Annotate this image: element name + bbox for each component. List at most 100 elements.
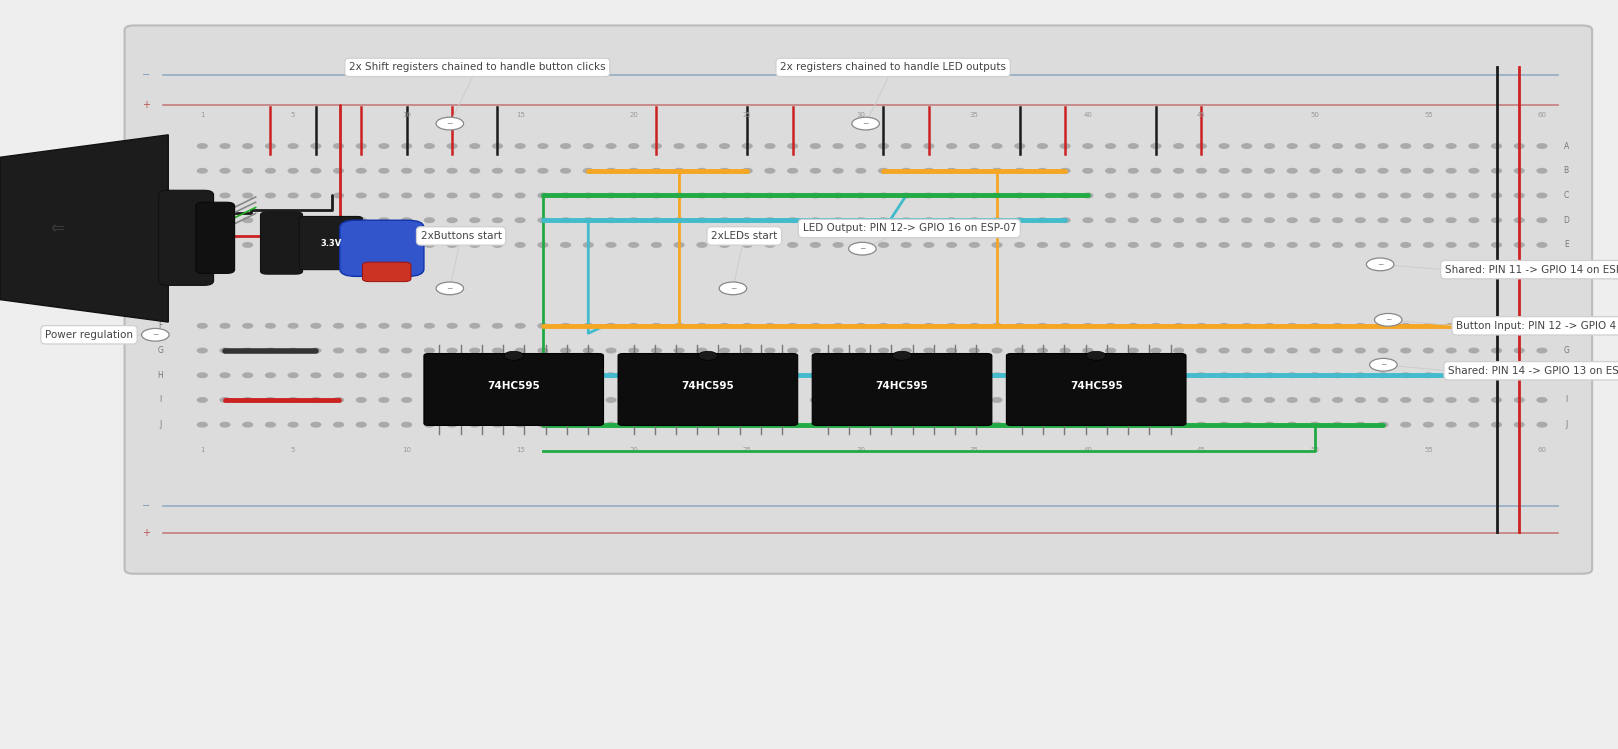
Circle shape (333, 324, 343, 328)
Circle shape (220, 169, 230, 173)
Circle shape (1311, 243, 1320, 247)
Circle shape (584, 218, 594, 222)
Text: 60: 60 (1537, 447, 1547, 453)
Circle shape (1514, 193, 1524, 198)
Circle shape (924, 169, 934, 173)
Circle shape (1150, 193, 1160, 198)
Circle shape (1311, 218, 1320, 222)
Circle shape (1243, 243, 1252, 247)
Circle shape (1492, 324, 1502, 328)
Circle shape (697, 144, 707, 148)
Circle shape (333, 422, 343, 427)
Circle shape (924, 144, 934, 148)
Text: G: G (1563, 346, 1569, 355)
Circle shape (1469, 218, 1479, 222)
Circle shape (833, 169, 843, 173)
Circle shape (1469, 193, 1479, 198)
Circle shape (1369, 359, 1396, 371)
Circle shape (1356, 144, 1366, 148)
Circle shape (1333, 193, 1343, 198)
FancyBboxPatch shape (299, 216, 362, 270)
Circle shape (1401, 243, 1411, 247)
Circle shape (1333, 398, 1343, 402)
Text: 30: 30 (856, 112, 866, 118)
Circle shape (969, 218, 979, 222)
Circle shape (1356, 324, 1366, 328)
Circle shape (1401, 422, 1411, 427)
Text: 55: 55 (1424, 447, 1434, 453)
Circle shape (447, 169, 456, 173)
Circle shape (833, 243, 843, 247)
Circle shape (356, 169, 366, 173)
Circle shape (1060, 243, 1069, 247)
Circle shape (969, 348, 979, 353)
Circle shape (1333, 144, 1343, 148)
Text: Shared: PIN 14 -> GPIO 13 on ESP-07: Shared: PIN 14 -> GPIO 13 on ESP-07 (1448, 366, 1618, 376)
Circle shape (197, 422, 207, 427)
Text: 50: 50 (1311, 112, 1319, 118)
Circle shape (1379, 218, 1388, 222)
Circle shape (1243, 218, 1252, 222)
Circle shape (675, 348, 684, 353)
Text: −: − (859, 244, 866, 253)
Circle shape (401, 398, 411, 402)
Circle shape (243, 144, 252, 148)
Text: 60: 60 (1537, 112, 1547, 118)
Circle shape (447, 144, 456, 148)
Circle shape (1060, 348, 1069, 353)
Circle shape (1424, 324, 1434, 328)
Circle shape (697, 243, 707, 247)
Circle shape (243, 398, 252, 402)
Circle shape (1514, 243, 1524, 247)
Circle shape (539, 193, 549, 198)
Circle shape (539, 324, 549, 328)
Circle shape (720, 422, 730, 427)
Text: G: G (157, 346, 163, 355)
Circle shape (1492, 348, 1502, 353)
Text: ⇐: ⇐ (50, 219, 63, 237)
Circle shape (561, 243, 571, 247)
Text: J: J (159, 420, 162, 429)
Circle shape (1311, 422, 1320, 427)
Circle shape (924, 373, 934, 377)
Circle shape (607, 398, 616, 402)
Circle shape (1356, 243, 1366, 247)
Circle shape (675, 169, 684, 173)
Circle shape (1037, 243, 1047, 247)
Circle shape (492, 422, 502, 427)
Circle shape (401, 193, 411, 198)
Circle shape (584, 144, 594, 148)
Circle shape (1401, 169, 1411, 173)
Circle shape (1446, 373, 1456, 377)
Circle shape (492, 398, 502, 402)
Circle shape (629, 348, 639, 353)
Circle shape (1311, 169, 1320, 173)
Circle shape (311, 243, 320, 247)
Text: 45: 45 (1197, 112, 1205, 118)
Circle shape (947, 324, 956, 328)
Circle shape (1514, 169, 1524, 173)
Circle shape (1333, 373, 1343, 377)
Circle shape (265, 348, 275, 353)
Circle shape (220, 243, 230, 247)
Circle shape (1243, 373, 1252, 377)
Circle shape (1401, 324, 1411, 328)
Circle shape (1128, 324, 1137, 328)
Text: −: − (152, 330, 159, 339)
Circle shape (1037, 373, 1047, 377)
Circle shape (561, 373, 571, 377)
Circle shape (1537, 348, 1547, 353)
Circle shape (607, 193, 616, 198)
Circle shape (1379, 144, 1388, 148)
Circle shape (1220, 243, 1230, 247)
Circle shape (401, 422, 411, 427)
Circle shape (220, 324, 230, 328)
Circle shape (515, 169, 524, 173)
Circle shape (1128, 169, 1137, 173)
Circle shape (1060, 218, 1069, 222)
Circle shape (652, 348, 662, 353)
Circle shape (539, 373, 549, 377)
Text: 74HC595: 74HC595 (681, 380, 735, 391)
Circle shape (833, 348, 843, 353)
Circle shape (288, 398, 298, 402)
